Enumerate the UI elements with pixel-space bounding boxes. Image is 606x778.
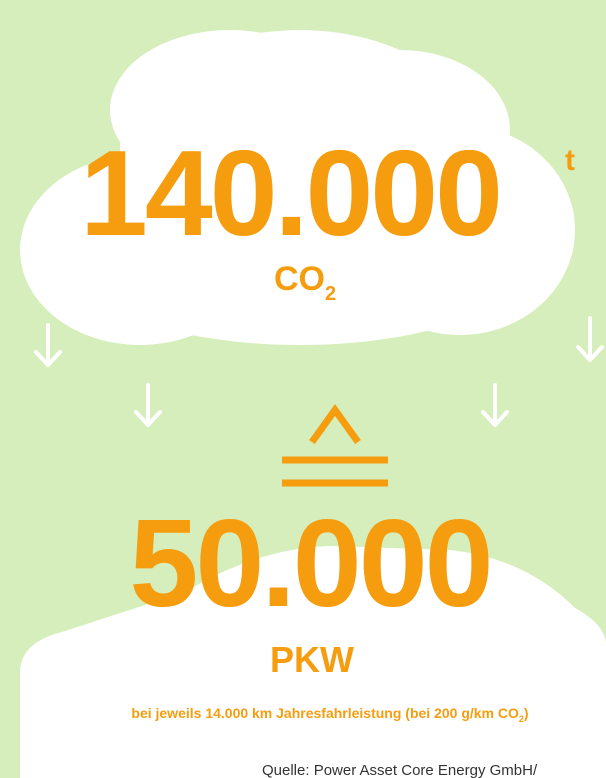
- equivalent-value: 50.000: [129, 495, 490, 633]
- infographic: 140.000 t CO2 50.000 PKW bei jeweils 14.…: [0, 0, 606, 778]
- note-end: ): [524, 705, 529, 721]
- headline-unit: t: [565, 144, 575, 177]
- page: 140.000 t CO2 50.000 PKW bei jeweils 14.…: [0, 0, 606, 778]
- source: Quelle: Power Asset Core Energy GmbH/: [262, 762, 538, 778]
- note: bei jeweils 14.000 km Jahresfahrleistung…: [131, 705, 519, 721]
- headline-value: 140.000: [80, 125, 500, 261]
- substance-subscript: 2: [325, 283, 336, 305]
- equivalent-label: PKW: [270, 639, 354, 680]
- substance: CO: [274, 260, 325, 298]
